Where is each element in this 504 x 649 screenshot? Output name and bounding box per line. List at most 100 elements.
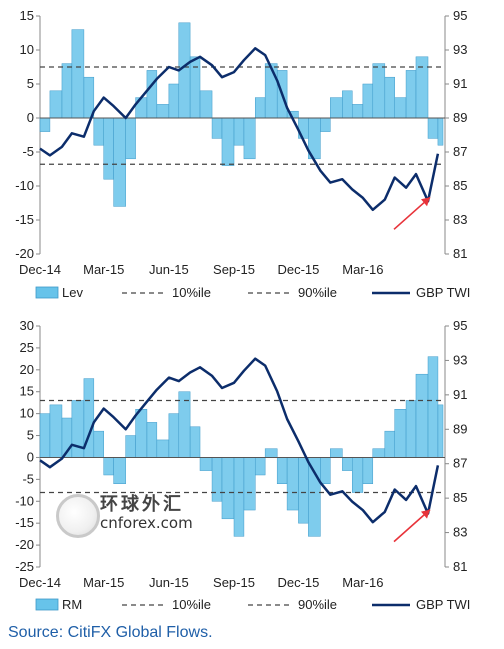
right-tick-label: 93	[453, 42, 467, 57]
source-note: Source: CitiFX Global Flows.	[8, 624, 213, 641]
flow-bar	[405, 70, 417, 119]
flow-bar	[233, 457, 245, 537]
flow-bar	[135, 409, 148, 458]
legend-label: GBP TWI	[416, 597, 470, 612]
x-tick-label: Dec-15	[277, 575, 319, 590]
left-tick-label: -20	[15, 537, 34, 552]
flow-bar	[372, 448, 386, 458]
right-tick-label: 87	[453, 456, 467, 471]
flow-bar	[49, 404, 63, 458]
flow-bar	[125, 435, 136, 458]
x-tick-label: Dec-14	[19, 262, 61, 277]
flow-bar	[113, 457, 126, 484]
flow-bar	[276, 457, 288, 484]
flow-bar	[320, 457, 331, 484]
left-tick-label: -5	[22, 144, 34, 159]
flow-bar	[342, 457, 353, 471]
flow-bar	[320, 117, 331, 132]
chart-panel-2: 30 25 20 15 10 5 0 -5 -10 -15 -20 -25 95 93 91 89 87 85 83…	[15, 318, 470, 612]
legend-swatch-lev	[35, 286, 59, 299]
flow-bar	[394, 97, 407, 119]
right-tick-label: 89	[453, 421, 467, 436]
flow-bar	[178, 391, 191, 458]
flow-bar	[93, 430, 104, 458]
series-gbp-twi-line	[39, 357, 440, 524]
right-tick-label: 81	[453, 246, 467, 261]
x-tick-label: Dec-15	[277, 262, 319, 277]
flow-bar	[146, 422, 158, 458]
flow-bar	[125, 117, 136, 160]
flow-bar	[103, 117, 114, 180]
flow-bar	[394, 409, 407, 458]
right-tick-label: 85	[453, 490, 467, 505]
flow-bar	[243, 117, 256, 160]
left-tick-label: -15	[15, 515, 34, 530]
flow-bar	[221, 117, 235, 166]
right-tick-label: 85	[453, 178, 467, 193]
left-tick-label: -10	[15, 178, 34, 193]
right-tick-label: 91	[453, 387, 467, 402]
flow-bar	[351, 457, 364, 493]
right-tick-label: 95	[453, 8, 467, 23]
flow-bar	[49, 90, 63, 119]
flow-bar	[211, 117, 223, 139]
flow-bar	[351, 104, 364, 119]
flow-bar	[330, 97, 343, 119]
flow-bar	[221, 457, 235, 520]
legend-label: 10%ile	[172, 597, 211, 612]
flow-bar	[427, 356, 439, 458]
flow-bar	[146, 70, 158, 119]
flow-bar	[286, 457, 299, 511]
flow-bar	[437, 404, 444, 458]
left-tick-label: 5	[27, 428, 34, 443]
right-tick-label: 89	[453, 110, 467, 125]
annotation-arrowhead	[421, 509, 431, 519]
flow-bar	[189, 56, 201, 119]
x-tick-label: Sep-15	[213, 575, 255, 590]
legend-label: 90%ile	[298, 597, 337, 612]
flow-bar	[39, 117, 51, 132]
watermark-site-text: cnforex.com	[100, 514, 193, 532]
left-tick-label: 5	[27, 76, 34, 91]
legend-label: 90%ile	[298, 285, 337, 300]
flow-bar	[199, 90, 213, 119]
x-tick-label: Mar-15	[83, 262, 124, 277]
x-tick-label: Mar-16	[342, 575, 383, 590]
left-tick-label: 15	[20, 384, 34, 399]
flow-bar	[93, 117, 104, 146]
left-tick-label: -25	[15, 559, 34, 574]
watermark-logo-icon	[56, 494, 100, 538]
series-lev-area	[39, 22, 444, 207]
series-rm-area	[39, 356, 444, 537]
flow-bar	[156, 439, 170, 458]
chart-panel-1: 15 10 5 0 -5 -10 -15 -20 95 93 91 89 87 85 83 81 Dec-14 M…	[15, 8, 470, 300]
flow-bar	[437, 117, 444, 146]
flow-bar	[61, 63, 73, 119]
left-tick-label: -15	[15, 212, 34, 227]
left-tick-label: -10	[15, 493, 34, 508]
x-tick-label: Sep-15	[213, 262, 255, 277]
flow-bar	[264, 63, 278, 119]
left-tick-label: 15	[20, 8, 34, 23]
flow-bar	[156, 104, 170, 119]
x-tick-label: Jun-15	[149, 262, 189, 277]
watermark: 环球外汇 cnforex.com	[52, 488, 212, 538]
flow-bar	[362, 457, 374, 484]
flow-bar	[233, 117, 245, 146]
flow-bar	[298, 457, 309, 524]
flow-bar	[254, 97, 266, 119]
flow-bar	[264, 448, 278, 458]
right-tick-label: 91	[453, 76, 467, 91]
left-tick-label: 0	[27, 449, 34, 464]
x-tick-label: Mar-16	[342, 262, 383, 277]
x-tick-label: Mar-15	[83, 575, 124, 590]
flow-bar	[415, 56, 429, 119]
legend-label: GBP TWI	[416, 285, 470, 300]
right-tick-label: 95	[453, 318, 467, 333]
legend-label: Lev	[62, 285, 83, 300]
right-tick-label: 83	[453, 525, 467, 540]
left-tick-label: 0	[27, 110, 34, 125]
right-tick-label: 83	[453, 212, 467, 227]
legend-swatch-rm	[35, 598, 59, 611]
